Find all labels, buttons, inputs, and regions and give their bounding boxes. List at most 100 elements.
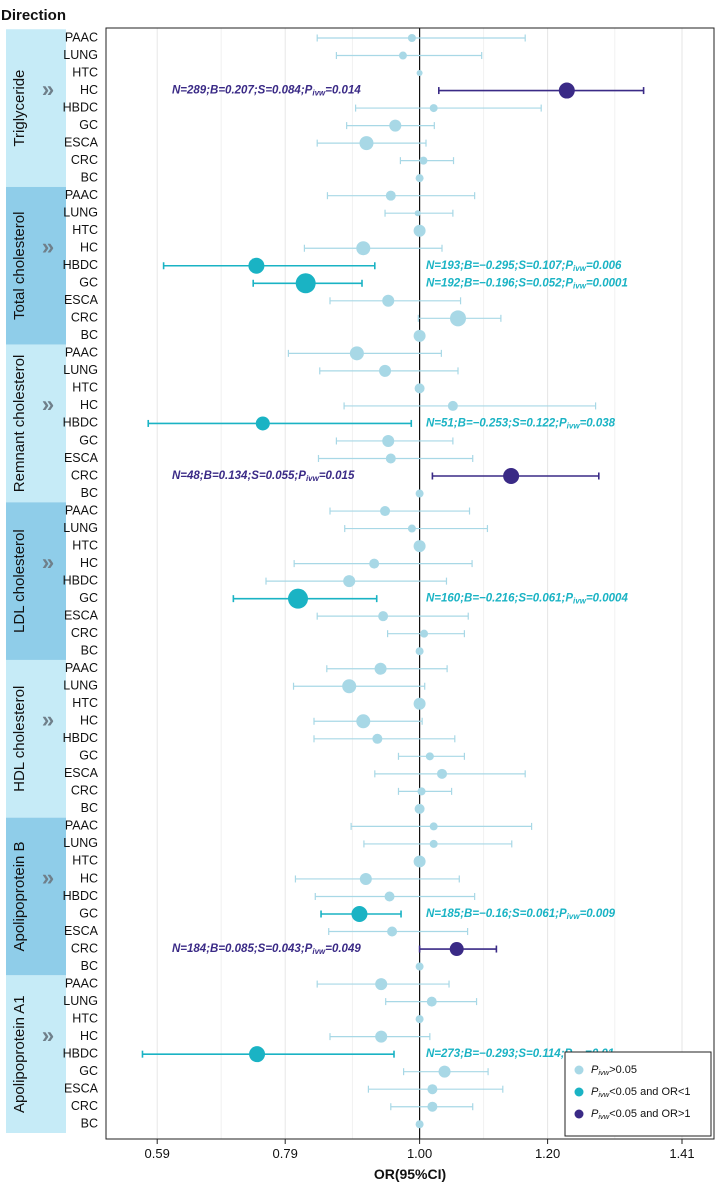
point-estimate (438, 1065, 451, 1078)
group-band-4 (6, 659, 66, 818)
row-label: ESCA (64, 293, 99, 307)
row-label: PAAC (65, 346, 98, 360)
row-label: LUNG (63, 994, 98, 1008)
row-label: HBDC (63, 100, 98, 114)
row-label: HTC (72, 223, 98, 237)
point-estimate (407, 34, 416, 42)
annotation-stats: N=184;B=0.085;S=0.043;P (172, 943, 313, 955)
point-estimate (382, 294, 395, 307)
point-estimate (343, 575, 356, 588)
row-label: HC (80, 398, 98, 412)
annotation-pvalue: =0.0001 (586, 277, 628, 289)
group-name: HDL cholesterol (11, 686, 28, 792)
row-label: GC (79, 1064, 98, 1078)
group-name: Apolipoprotein B (11, 841, 28, 951)
legend-label-subscript: ivw (598, 1068, 609, 1077)
point-estimate (414, 803, 425, 814)
point-estimate (385, 453, 396, 464)
direction-arrow-icon: » (42, 865, 54, 890)
row-label: LUNG (63, 363, 98, 377)
point-estimate (385, 190, 396, 201)
point-estimate (427, 1084, 438, 1095)
row-label: HBDC (63, 889, 98, 903)
row-label: PAAC (65, 661, 98, 675)
annotation-text: N=193;B=−0.295;S=0.107;Pivw=0.006 (426, 260, 622, 273)
group-name: Triglyceride (11, 70, 28, 147)
annotation-text: N=48;B=0.134;S=0.055;Pivw=0.015 (172, 470, 355, 483)
annotation-text: N=185;B=−0.16;S=0.061;Pivw=0.009 (426, 908, 616, 921)
row-label: HC (80, 241, 98, 255)
group-band-3 (6, 502, 66, 660)
annotation-subscript: ivw (573, 281, 587, 290)
point-estimate (447, 400, 458, 411)
row-label: ESCA (64, 451, 99, 465)
point-estimate (426, 996, 437, 1007)
row-label: HTC (72, 1011, 98, 1025)
point-estimate (375, 1030, 388, 1043)
point-estimate (387, 926, 398, 937)
row-label: PAAC (65, 188, 98, 202)
data-marks (141, 34, 645, 1129)
direction-arrow-icon: » (42, 76, 54, 101)
legend-label-p: P (591, 1086, 599, 1098)
group-band-5 (6, 817, 66, 976)
point-estimate (416, 70, 423, 77)
group-name: Total cholesterol (11, 212, 28, 320)
direction-arrow-icon: » (42, 549, 54, 574)
point-estimate (342, 679, 357, 694)
row-label: CRC (71, 153, 98, 167)
annotation-stats: N=185;B=−0.16;S=0.061;P (426, 908, 567, 920)
row-label: CRC (71, 941, 98, 955)
legend-label-p: P (591, 1108, 599, 1120)
row-label: BC (81, 801, 98, 815)
point-estimate (378, 611, 389, 622)
annotation-subscript: ivw (567, 912, 581, 921)
row-label: PAAC (65, 976, 98, 990)
direction-arrow-icon: » (42, 1022, 54, 1047)
point-estimate (369, 558, 380, 569)
point-estimate (248, 257, 265, 274)
point-estimate (374, 662, 387, 675)
row-label: CRC (71, 468, 98, 482)
row-label: ESCA (64, 924, 99, 938)
point-estimate (415, 1120, 424, 1129)
row-label: HBDC (63, 573, 98, 587)
point-estimate (349, 346, 364, 361)
x-tick-label: 1.41 (669, 1146, 694, 1161)
row-label: HTC (72, 538, 98, 552)
x-tick-label: 1.00 (407, 1146, 432, 1161)
annotation-stats: N=193;B=−0.295;S=0.107;P (426, 260, 573, 272)
annotation-subscript: ivw (573, 264, 587, 273)
point-estimate (417, 787, 426, 796)
row-label: LUNG (63, 521, 98, 535)
row-label: BC (81, 643, 98, 657)
annotation-pvalue: =0.009 (580, 908, 616, 920)
legend-label-rest: <0.05 and OR<1 (609, 1086, 690, 1098)
group-band-1 (6, 186, 66, 345)
group-band-2 (6, 344, 66, 503)
x-tick-label: 0.59 (145, 1146, 170, 1161)
row-label: GC (79, 591, 98, 605)
group-bands: Triglyceride » Total cholesterol » Remnant c… (6, 29, 66, 1133)
group-name: LDL cholesterol (11, 529, 28, 633)
point-estimate (356, 714, 371, 729)
point-estimate (558, 82, 575, 99)
point-estimate (359, 872, 372, 885)
point-estimate (415, 174, 424, 183)
point-estimate (380, 506, 391, 517)
point-estimate (389, 119, 402, 132)
row-label: PAAC (65, 30, 98, 44)
point-estimate (413, 855, 426, 868)
annotation-stats: N=192;B=−0.196;S=0.052;P (426, 277, 573, 289)
row-label: GC (79, 433, 98, 447)
direction-arrow-icon: » (42, 707, 54, 732)
row-label: HTC (72, 381, 98, 395)
point-estimate (372, 733, 383, 744)
point-estimate (503, 468, 520, 484)
annotation-pvalue: =0.006 (586, 260, 622, 272)
direction-header: Direction (1, 7, 66, 24)
annotation-subscript: ivw (312, 947, 326, 956)
x-axis-label: OR(95%CI) (374, 1166, 446, 1182)
point-estimate (413, 224, 426, 237)
row-label: HBDC (63, 1046, 98, 1060)
